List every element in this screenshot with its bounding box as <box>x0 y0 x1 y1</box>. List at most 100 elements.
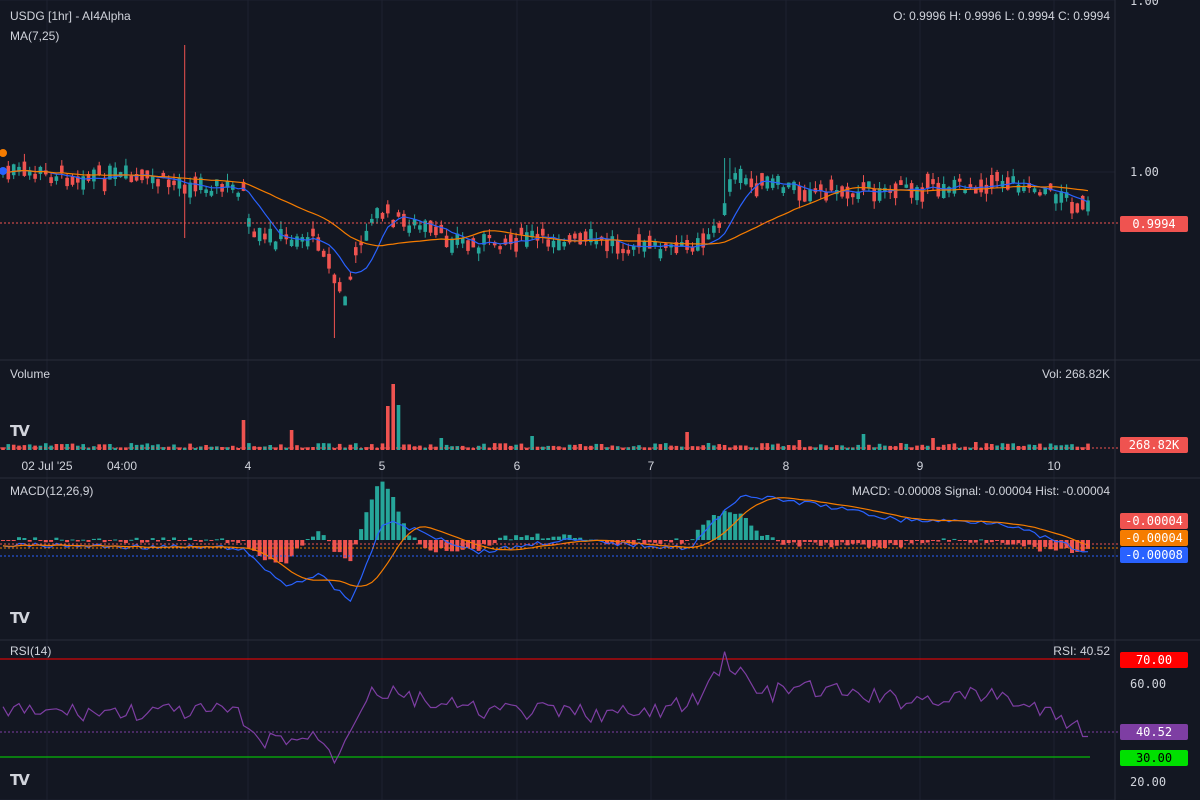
volume-bar <box>284 447 289 450</box>
volume-bar <box>861 434 866 450</box>
macd-hist-bar <box>952 538 957 540</box>
candle-body <box>1022 186 1026 192</box>
volume-bar <box>460 445 465 450</box>
volume-bar <box>1006 443 1010 450</box>
macd-hist-bar <box>407 535 412 540</box>
macd-hist-bar <box>129 539 134 541</box>
macd-hist-bar <box>204 539 209 541</box>
volume-bar <box>396 405 401 450</box>
volume-bar <box>503 443 508 450</box>
macd-hist-bar <box>1032 540 1037 547</box>
volume-bar <box>1032 445 1037 450</box>
macd-hist-bar <box>674 538 679 540</box>
volume-bar <box>1000 443 1005 450</box>
volume-badge: 268.82K <box>1120 437 1188 453</box>
macd-hist-bar <box>257 540 262 556</box>
macd-hist-bar <box>113 539 118 541</box>
macd-hist-bar <box>776 540 780 542</box>
candle-body <box>674 242 679 254</box>
candle-body <box>626 249 631 254</box>
macd-hist-bar <box>915 540 919 541</box>
candle-body <box>845 186 850 199</box>
rsi-upper-badge: 70.00 <box>1120 652 1188 668</box>
volume-bar <box>829 447 834 450</box>
candle-body <box>182 184 187 194</box>
volume-bar <box>888 445 892 450</box>
candle-body <box>268 228 272 243</box>
candle-body <box>610 236 615 247</box>
macd-hist-bar <box>802 540 807 542</box>
volume-bar <box>1011 443 1015 450</box>
candle-body <box>54 176 59 181</box>
time-tick: 02 Jul '25 <box>21 459 73 473</box>
macd-hist-bar <box>391 497 396 540</box>
volume-bar <box>728 447 732 450</box>
macd-hist-bar <box>289 540 294 557</box>
candle-body <box>519 227 524 235</box>
candle-body <box>615 240 620 254</box>
macd-signal-badge: -0.00004 <box>1120 530 1188 546</box>
macd-hist-bar <box>572 538 577 540</box>
candle-body <box>562 242 566 247</box>
volume-bar <box>316 443 321 450</box>
macd-hist-bar <box>284 540 289 564</box>
volume-bar <box>220 447 224 450</box>
macd-hist-bar <box>444 540 449 551</box>
macd-hist-bar <box>877 540 882 548</box>
volume-bar <box>108 444 112 450</box>
macd-hist-bar <box>637 538 641 540</box>
candle-body <box>1086 200 1090 212</box>
time-tick: 04:00 <box>106 459 138 473</box>
macd-hist-bar <box>1037 540 1042 552</box>
candle-body <box>963 189 967 193</box>
volume-bar <box>701 445 705 450</box>
volume-bar <box>979 447 983 450</box>
candle-body <box>150 176 155 184</box>
volume-bar <box>647 447 652 450</box>
candle-body <box>658 249 663 259</box>
price-panel[interactable] <box>0 45 1118 338</box>
volume-bar <box>6 444 11 450</box>
volume-bar <box>893 446 898 450</box>
macd-hist-bar <box>711 515 716 540</box>
volume-bar <box>990 444 994 450</box>
volume-bar <box>97 444 101 450</box>
volume-bar <box>1022 445 1026 450</box>
volume-bar <box>941 444 946 450</box>
volume-bar <box>931 438 935 450</box>
candle-body <box>209 190 214 196</box>
volume-bar <box>482 443 486 450</box>
volume-bar <box>188 443 192 450</box>
candle-body <box>450 238 454 253</box>
volume-bar <box>337 443 342 450</box>
macd-hist-bar <box>161 537 166 540</box>
candle-body <box>60 165 64 174</box>
macd-panel <box>0 481 1118 603</box>
volume-panel <box>0 384 1118 450</box>
volume-bar <box>343 447 347 450</box>
macd-hist-bar <box>743 518 748 540</box>
candle-body <box>941 184 946 198</box>
candle-body <box>236 192 240 197</box>
macd-hist-bar <box>327 540 331 542</box>
macd-hist-bar <box>428 540 433 551</box>
candle-body <box>343 296 347 306</box>
candle-body <box>22 161 27 176</box>
volume-bar <box>530 436 534 450</box>
candle-body <box>498 246 502 250</box>
time-tick: 6 <box>513 459 521 473</box>
candle-body <box>856 191 860 199</box>
tradingview-logo-icon: TV <box>10 609 30 627</box>
candle-body <box>241 181 246 191</box>
macd-signal-line <box>2 497 1089 587</box>
volume-bar <box>247 443 251 450</box>
candle-body <box>375 208 379 219</box>
candle-body <box>525 232 529 247</box>
macd-readout: MACD: -0.00008 Signal: -0.00004 Hist: -0… <box>851 484 1110 498</box>
candle-body <box>1080 195 1085 210</box>
macd-hist-bar <box>749 525 754 540</box>
macd-hist-bar <box>931 540 935 541</box>
candle-body <box>257 227 262 242</box>
macd-hist-bar <box>1005 540 1010 545</box>
